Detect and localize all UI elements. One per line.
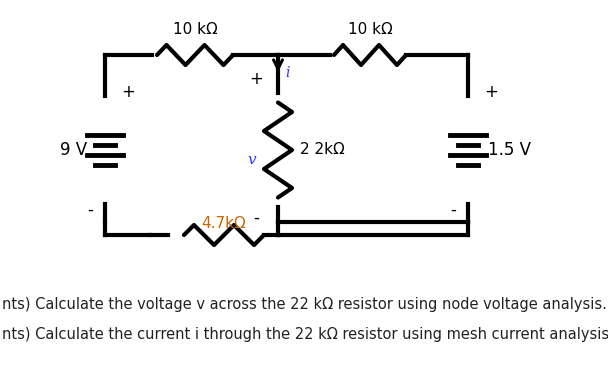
Text: +: + <box>484 83 498 101</box>
Text: 10 kΩ: 10 kΩ <box>173 22 218 37</box>
Text: 4.7kΩ: 4.7kΩ <box>202 216 246 231</box>
Text: -: - <box>87 201 93 219</box>
Text: i: i <box>285 66 289 80</box>
Text: 10 kΩ: 10 kΩ <box>348 22 392 37</box>
Text: -: - <box>450 201 456 219</box>
Text: +: + <box>121 83 135 101</box>
Text: +: + <box>249 70 263 88</box>
Text: 2 2kΩ: 2 2kΩ <box>300 142 345 157</box>
Text: nts) Calculate the current i through the 22 kΩ resistor using mesh current analy: nts) Calculate the current i through the… <box>2 328 608 343</box>
Text: 1.5 V: 1.5 V <box>488 141 531 159</box>
Text: 9 V: 9 V <box>60 141 87 159</box>
Text: -: - <box>253 209 259 227</box>
Text: nts) Calculate the voltage v across the 22 kΩ resistor using node voltage analys: nts) Calculate the voltage v across the … <box>2 298 607 313</box>
Text: v: v <box>247 153 257 167</box>
